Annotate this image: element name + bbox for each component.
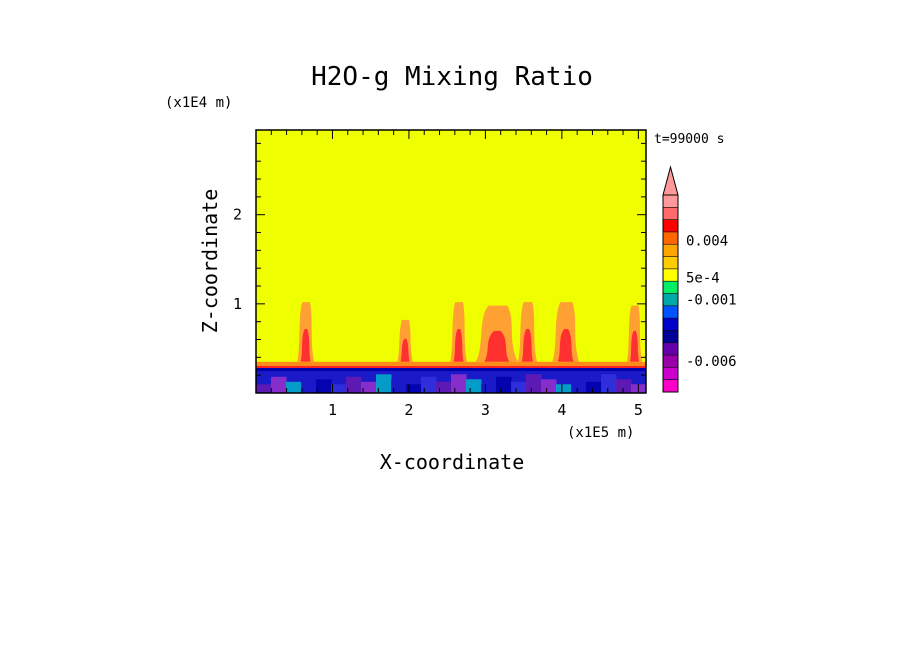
plume-core-4: [521, 328, 534, 362]
surface-patch-23: [601, 374, 617, 393]
y-scale-label: (x1E4 m): [165, 95, 232, 111]
x-tick-label: 2: [404, 401, 413, 419]
surface-patch-15: [481, 384, 497, 393]
boundary-layer: [256, 361, 646, 369]
colorbar-level-1: [663, 367, 678, 380]
surface-patch-6: [346, 376, 362, 393]
colorbar-level-4: [663, 330, 678, 343]
surface-patch-14: [466, 379, 482, 393]
plume-core-0: [300, 328, 311, 362]
x-tick-labels: 1 2 3 4 5: [328, 401, 643, 419]
colorbar-level-6: [663, 305, 678, 319]
colorbar-label: 0.004: [686, 234, 728, 250]
surface-patch-4: [316, 379, 332, 393]
surface-patch-13: [451, 374, 467, 393]
colorbar-level-15: [663, 195, 678, 208]
colorbar-level-5: [663, 318, 678, 331]
boundary-layer-edge: [256, 366, 646, 369]
colorbar-level-8: [663, 281, 678, 294]
surface-patch-5: [331, 384, 347, 393]
surface-patch-8: [376, 374, 392, 393]
surface-patch-24: [616, 379, 632, 393]
plot-background: [256, 130, 646, 393]
colorbar-level-11: [663, 244, 678, 257]
x-tick-label: 3: [481, 401, 490, 419]
colorbar-level-10: [663, 256, 678, 269]
plumes: [297, 302, 643, 362]
surface-patch-17: [511, 381, 527, 393]
surface-patch-12: [436, 381, 452, 393]
colorbar-level-2: [663, 355, 678, 368]
surface-patch-16: [496, 376, 512, 393]
surface-patch-21: [571, 376, 587, 393]
x-scale-label: (x1E5 m): [567, 425, 634, 441]
colorbar-label: 5e-4: [686, 270, 720, 286]
y-tick-label: 1: [233, 295, 242, 313]
x-axis-title: X-coordinate: [380, 450, 525, 474]
plume-core-1: [400, 338, 410, 362]
plume-core-6: [629, 330, 640, 362]
surface-patch-18: [526, 374, 542, 393]
colorbar-level-13: [663, 219, 678, 232]
surface-patch-0: [256, 384, 272, 393]
colorbar-extend-arrow: [662, 165, 679, 196]
axis-ticks: [256, 130, 646, 393]
plot-frame: [255, 129, 647, 394]
plume-core-3: [484, 330, 510, 362]
colorbar: [662, 165, 679, 393]
colorbar-level-12: [663, 231, 678, 245]
surface-patch-9: [391, 379, 407, 393]
surface-patch-20: [556, 384, 572, 393]
surface-patch-19: [541, 379, 557, 393]
x-tick-label: 5: [634, 401, 643, 419]
boundary-layer-band: [256, 361, 646, 369]
surface-top-edge: [256, 368, 646, 372]
colorbar-labels: -0.006 -0.001 5e-4 0.004: [686, 234, 737, 371]
surface-patch-7: [361, 381, 377, 393]
x-tick-label: 4: [557, 401, 566, 419]
surface-patch-22: [586, 381, 602, 393]
colorbar-level-0: [663, 379, 678, 392]
colorbar-level-7: [663, 293, 678, 306]
time-label: t=99000 s: [654, 132, 724, 147]
y-axis-title: Z-coordinate: [198, 189, 222, 334]
colorbar-label: -0.006: [686, 354, 737, 370]
plume-core-5: [557, 328, 574, 362]
y-tick-label: 2: [233, 206, 242, 224]
chart-title: H2O-g Mixing Ratio: [311, 62, 593, 92]
surface-layer: [256, 368, 647, 393]
y-tick-labels: 12: [233, 206, 242, 313]
plot-area: [255, 129, 647, 394]
x-tick-label: 1: [328, 401, 337, 419]
surface-patch-10: [406, 384, 422, 393]
colorbar-level-3: [663, 342, 678, 356]
surface-patch-1: [271, 376, 287, 393]
colorbar-level-9: [663, 268, 678, 282]
plume-core-2: [453, 328, 464, 362]
surface-patch-3: [301, 374, 317, 393]
colorbar-level-14: [663, 207, 678, 220]
surface-patch-2: [286, 381, 302, 393]
colorbar-label: -0.001: [686, 293, 737, 309]
surface-patch-11: [421, 376, 437, 393]
